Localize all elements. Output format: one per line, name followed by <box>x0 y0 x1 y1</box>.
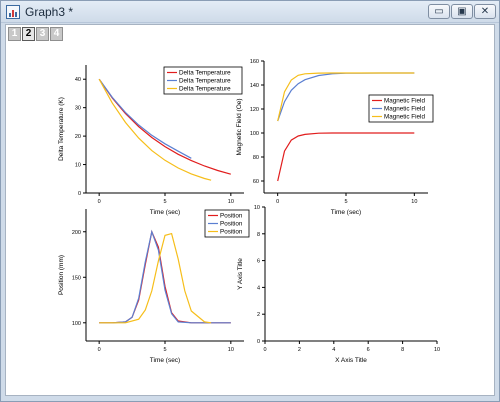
x-tick-label: 0 <box>276 199 279 205</box>
plot-panel-delta-temperature[interactable]: 0 5 10 0 10 20 30 40 Time (sec) Delta Temperature… <box>58 65 244 216</box>
x-tick-label: 10 <box>411 199 417 205</box>
y-tick-label: 0 <box>78 191 81 197</box>
window-title: Graph3 * <box>25 5 74 19</box>
legend-label: Magnetic Field <box>384 106 425 113</box>
series-line-1[interactable] <box>277 132 415 182</box>
series-line-3[interactable] <box>277 72 415 122</box>
plot-panel-position[interactable]: 0 5 10 100 150 200 Time (sec) Position (mm) Posi… <box>58 209 250 364</box>
minimize-button[interactable]: ▭ <box>428 4 450 19</box>
y-tick-label: 8 <box>257 232 260 238</box>
y-tick-label: 200 <box>72 230 81 236</box>
y-tick-label: 2 <box>257 312 260 318</box>
y-axis-title[interactable]: Magnetic Field (Oe) <box>236 98 243 155</box>
layer-tab-4[interactable]: 4 <box>50 27 63 41</box>
y-tick-label: 60 <box>253 179 259 185</box>
y-axis-title[interactable]: Delta Temperature (K) <box>58 97 65 161</box>
x-tick-label: 0 <box>263 347 266 353</box>
x-tick-label: 0 <box>98 347 101 353</box>
series-line-2[interactable] <box>99 229 231 324</box>
x-axis-title[interactable]: Time (sec) <box>150 357 180 364</box>
plot-panel-magnetic-field[interactable]: 0 5 10 60 80 100 120 140 160 Time (sec) Magnetic F… <box>236 59 434 216</box>
y-tick-label: 6 <box>257 259 260 265</box>
legend-label: Position <box>220 229 243 236</box>
x-axis-title[interactable]: Time (sec) <box>150 209 180 216</box>
graph-window-icon[interactable] <box>6 5 20 19</box>
x-tick-label: 10 <box>434 347 440 353</box>
x-tick-label: 6 <box>367 347 370 353</box>
x-axis-title[interactable]: X Axis Title <box>335 357 367 364</box>
x-tick-label: 5 <box>163 199 166 205</box>
y-tick-label: 4 <box>257 285 260 291</box>
y-tick-label: 0 <box>257 339 260 345</box>
layer-tab-1[interactable]: 1 <box>8 27 21 41</box>
legend-label: Delta Temperature <box>179 78 231 85</box>
graph-page[interactable]: 1 2 3 4 0 5 10 0 10 20 30 40 Time (sec) Delta Tem… <box>5 24 495 396</box>
y-tick-label: 20 <box>75 134 81 140</box>
legend-label: Magnetic Field <box>384 98 425 105</box>
plot-panel-empty[interactable]: 0 2 4 6 8 10 0 2 4 6 8 10 X Axis Title Y Axis Title <box>237 205 440 364</box>
y-tick-label: 160 <box>250 59 259 65</box>
graph-glyph <box>9 10 17 17</box>
y-tick-label: 80 <box>253 155 259 161</box>
x-tick-label: 2 <box>298 347 301 353</box>
x-tick-label: 10 <box>228 199 234 205</box>
x-tick-label: 0 <box>98 199 101 205</box>
x-tick-label: 4 <box>332 347 335 353</box>
y-tick-label: 140 <box>250 83 259 89</box>
y-tick-label: 120 <box>250 107 259 113</box>
series-line-1[interactable] <box>98 78 231 175</box>
y-tick-label: 10 <box>254 205 260 211</box>
y-tick-label: 150 <box>72 275 81 281</box>
y-axis-title[interactable]: Position (mm) <box>58 255 65 295</box>
x-tick-label: 5 <box>163 347 166 353</box>
series-line-3[interactable] <box>99 232 212 324</box>
x-tick-label: 8 <box>401 347 404 353</box>
series-line-3[interactable] <box>98 78 212 181</box>
legend-label: Delta Temperature <box>179 86 231 93</box>
legend-label: Delta Temperature <box>179 70 231 77</box>
x-tick-label: 5 <box>344 199 347 205</box>
y-axis-title[interactable]: Y Axis Title <box>237 258 244 290</box>
legend-label: Magnetic Field <box>384 114 425 121</box>
series-line-2[interactable] <box>98 78 192 159</box>
x-axis-title[interactable]: Time (sec) <box>331 209 361 216</box>
legend-label: Position <box>220 213 243 220</box>
maximize-button[interactable]: ▣ <box>451 4 473 19</box>
y-tick-label: 10 <box>75 163 81 169</box>
y-tick-label: 30 <box>75 106 81 112</box>
y-tick-label: 40 <box>75 77 81 83</box>
legend-label: Position <box>220 221 243 228</box>
y-tick-label: 100 <box>72 321 81 327</box>
layer-tab-2[interactable]: 2 <box>22 27 35 41</box>
close-button[interactable]: ✕ <box>474 4 496 19</box>
x-tick-label: 10 <box>228 347 234 353</box>
y-tick-label: 100 <box>250 131 259 137</box>
layer-tab-3[interactable]: 3 <box>36 27 49 41</box>
series-line-1[interactable] <box>99 229 231 324</box>
title-bar[interactable]: Graph3 * ▭ ▣ ✕ <box>1 1 499 23</box>
